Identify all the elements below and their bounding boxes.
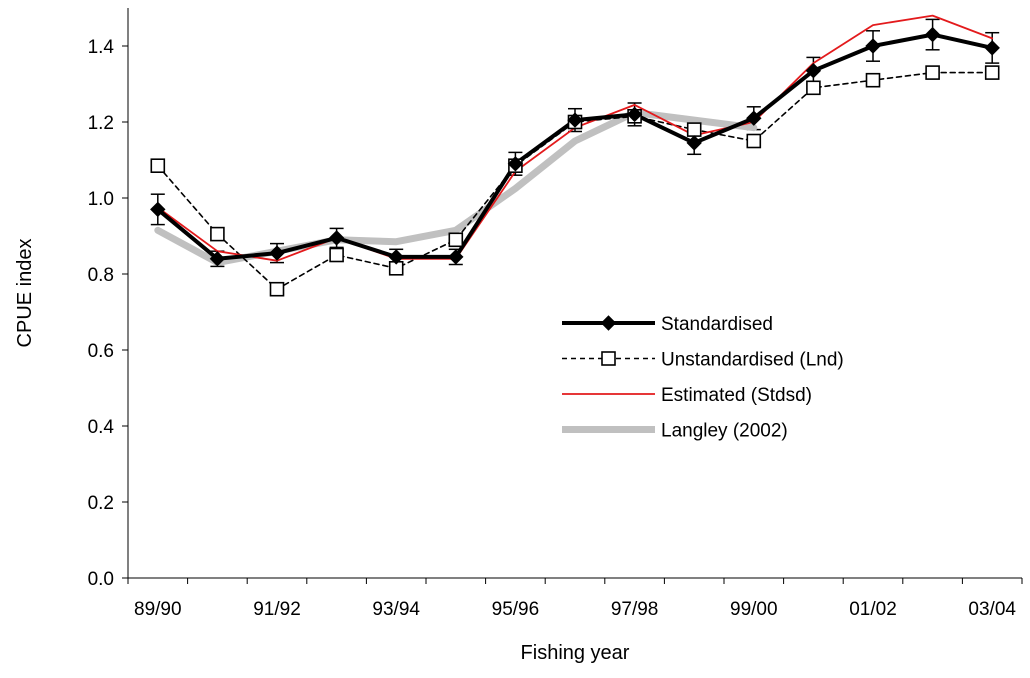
y-tick-label: 0.8 (88, 265, 114, 286)
point-unstandardised-lnd (686, 122, 702, 137)
point-standardised (924, 26, 941, 43)
series-line-standardised (155, 32, 995, 261)
axes: 0.0 0.2 0.4 0.6 0.8 1.0 1.2 1.4 89/90 91/92 93/94 9… (88, 8, 1023, 620)
legend: Standardised Unstandardised (Lnd) Estimate… (562, 314, 844, 442)
point-unstandardised-lnd (448, 232, 464, 248)
y-tick-label: 1.4 (88, 37, 115, 58)
point-standardised (150, 201, 166, 218)
point-unstandardised-lnd (746, 133, 762, 149)
point-standardised (567, 112, 583, 128)
x-axis-title: Fishing year (521, 642, 630, 664)
y-tick-label: 0.2 (88, 493, 114, 514)
series-line-unstandardised-lnd (157, 71, 994, 291)
y-tick-label: 0.6 (88, 341, 114, 362)
point-unstandardised-lnd (329, 247, 344, 263)
y-axis-title: CPUE index (14, 239, 36, 348)
point-standardised (686, 135, 702, 151)
legend-marker-unstandardised-lnd (601, 351, 616, 366)
point-unstandardised-lnd (210, 226, 225, 242)
point-standardised (269, 245, 285, 261)
point-unstandardised-lnd (925, 65, 940, 80)
y-tick-label: 0.4 (88, 417, 115, 438)
point-standardised (746, 110, 762, 126)
x-tick-label: 01/02 (849, 599, 897, 620)
series-lines (154, 14, 995, 291)
x-tick-label: 97/98 (611, 599, 659, 620)
y-tick-label: 1.2 (88, 113, 114, 134)
x-tick-label: 99/00 (730, 599, 778, 620)
legend-label-standardised: Standardised (661, 314, 773, 335)
point-unstandardised-lnd (865, 72, 881, 88)
point-unstandardised-lnd (269, 281, 285, 297)
legend-label-langley-2002: Langley (2002) (661, 421, 788, 442)
point-standardised (805, 62, 822, 79)
x-tick-label: 91/92 (253, 599, 301, 620)
x-tick-label: 03/04 (968, 599, 1016, 620)
point-unstandardised-lnd (806, 80, 821, 96)
point-unstandardised-lnd (150, 158, 166, 173)
y-tick-label: 0.0 (88, 569, 114, 590)
point-standardised (984, 40, 1000, 56)
y-tick-label: 1.0 (88, 189, 114, 210)
point-standardised (626, 106, 643, 123)
series-markers (150, 26, 1000, 297)
point-standardised (865, 38, 881, 54)
point-unstandardised-lnd (984, 65, 1000, 80)
x-tick-label: 93/94 (372, 599, 420, 620)
point-standardised (328, 230, 345, 246)
x-tick-label: 89/90 (134, 599, 182, 620)
point-standardised (388, 249, 404, 265)
legend-label-estimated-stdsd: Estimated (Stdsd) (661, 385, 812, 406)
legend-marker-standardised (600, 315, 617, 331)
point-standardised (507, 156, 524, 172)
x-tick-label: 95/96 (492, 599, 540, 620)
point-standardised (209, 251, 226, 267)
point-standardised (448, 249, 464, 265)
legend-label-unstandardised-lnd: Unstandardised (Lnd) (661, 350, 844, 371)
